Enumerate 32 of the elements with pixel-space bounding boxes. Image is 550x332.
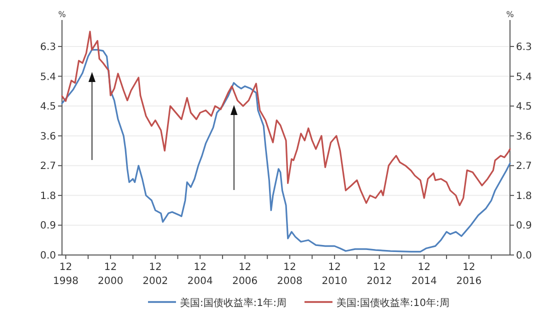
y-tick-label: 2.7 xyxy=(40,161,56,172)
y2-tick-label: 0.9 xyxy=(516,220,532,232)
y2-tick-label: 4.5 xyxy=(516,102,532,113)
y2-tick-label: 0.0 xyxy=(516,250,532,262)
y-tick-label: 1.8 xyxy=(40,190,56,202)
y-tick-label: 5.4 xyxy=(40,72,56,83)
x-tick-label: 12 2002 xyxy=(142,262,168,287)
y2-tick-label: 3.6 xyxy=(516,131,532,142)
x-tick-label: 12 2012 xyxy=(366,262,392,287)
x-tick-label: 12 2000 xyxy=(98,262,124,287)
y2-tick-label: 6.3 xyxy=(516,42,532,53)
x-tick-label: 12 2010 xyxy=(322,262,348,287)
y2-tick-label: 2.7 xyxy=(516,161,532,172)
y-tick-label: 0.0 xyxy=(40,250,56,262)
y-tick-label: 4.5 xyxy=(40,102,56,113)
x-tick-label: 12 2006 xyxy=(232,262,258,287)
legend-label: 美国:国债收益率:1年:周 xyxy=(180,297,286,309)
x-tick-label: 12 2014 xyxy=(411,262,437,287)
y-tick-label: 0.9 xyxy=(40,220,56,232)
legend-label: 美国:国债收益率:10年:周 xyxy=(336,297,450,309)
y2-axis-title: % xyxy=(506,10,514,19)
y-tick-label: 3.6 xyxy=(40,131,56,142)
y-axis-title: % xyxy=(58,10,66,19)
x-tick-label: 12 2016 xyxy=(456,262,482,287)
line-series xyxy=(61,48,511,252)
line-series xyxy=(61,30,511,206)
x-tick-label: 12 2008 xyxy=(277,262,302,287)
y2-tick-label: 1.8 xyxy=(516,190,532,202)
x-tick-label: 12 2004 xyxy=(187,262,213,287)
x-tick-label: 12 1998 xyxy=(53,262,78,287)
y2-tick-label: 5.4 xyxy=(516,72,532,83)
y-tick-label: 6.3 xyxy=(40,42,56,53)
